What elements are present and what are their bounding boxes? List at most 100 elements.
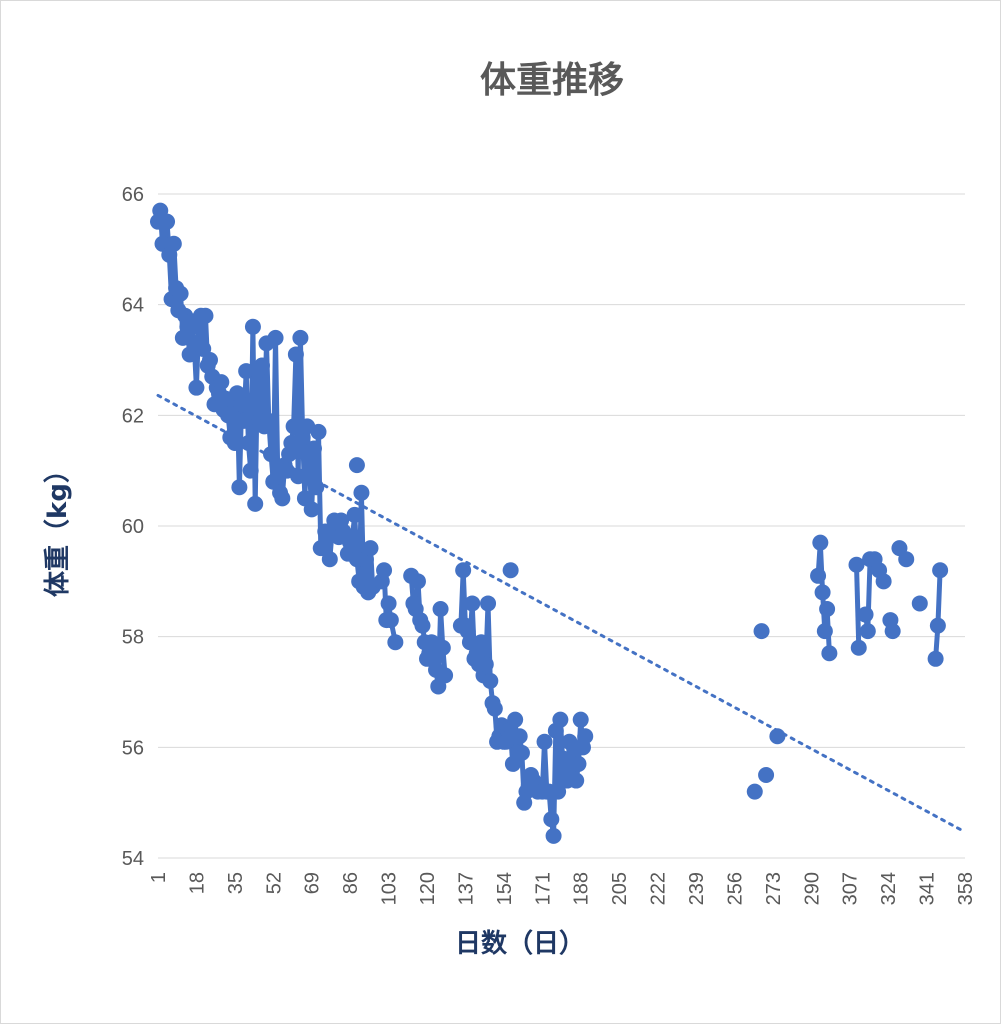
x-tick-label: 154: [494, 872, 516, 905]
x-tick-label: 35: [225, 872, 247, 894]
x-tick-label: 52: [263, 872, 285, 894]
series-line: [933, 570, 943, 659]
data-point: [409, 573, 426, 590]
data-point: [769, 728, 786, 745]
data-point: [437, 667, 454, 684]
data-point: [455, 562, 472, 579]
data-point: [554, 750, 571, 767]
data-point: [346, 506, 363, 523]
data-point: [821, 645, 838, 662]
y-tick-label: 60: [122, 516, 144, 538]
x-tick-label: 137: [455, 872, 477, 905]
data-point: [477, 656, 494, 673]
data-point: [380, 595, 397, 612]
data-point: [511, 728, 528, 745]
data-point: [857, 606, 874, 623]
data-point: [197, 307, 214, 324]
chart-title: 体重推移: [480, 60, 624, 101]
x-tick-label: 222: [648, 872, 670, 905]
data-point: [382, 612, 399, 629]
data-point: [292, 329, 309, 346]
data-point: [344, 529, 361, 546]
y-axis-title: 体重（kg）: [43, 457, 73, 597]
data-point: [480, 595, 497, 612]
data-point: [274, 490, 291, 507]
data-point: [464, 595, 481, 612]
data-point: [507, 711, 524, 728]
data-point: [898, 551, 915, 568]
data-point: [220, 407, 237, 424]
data-point: [550, 783, 567, 800]
data-point: [545, 827, 562, 844]
x-axis-title: 日数（日）: [455, 929, 585, 959]
data-point: [267, 329, 284, 346]
data-point: [244, 318, 261, 335]
data-point: [285, 418, 302, 435]
data-point: [165, 235, 182, 252]
y-tick-label: 66: [122, 184, 144, 206]
data-point: [263, 446, 280, 463]
data-point: [231, 479, 248, 496]
data-point: [240, 435, 257, 451]
data-point: [758, 767, 775, 783]
y-axis-ticks: 54 56 58 60 62 64 66: [122, 184, 144, 870]
data-point: [247, 495, 264, 512]
x-tick-label: 341: [917, 872, 939, 905]
weight-series: [150, 202, 949, 844]
data-point: [812, 534, 829, 551]
x-tick-label: 273: [763, 872, 785, 905]
data-point: [414, 617, 431, 634]
series-line: [854, 564, 862, 648]
y-tick-label: 62: [122, 405, 144, 427]
data-point: [875, 573, 892, 590]
data-point: [238, 363, 255, 380]
data-point: [348, 457, 365, 474]
data-point: [253, 357, 270, 374]
y-tick-label: 64: [122, 295, 144, 317]
x-tick-label: 205: [609, 872, 631, 905]
x-tick-label: 69: [302, 872, 324, 894]
data-point: [434, 639, 451, 656]
data-point: [172, 285, 189, 302]
data-point: [552, 711, 569, 728]
y-tick-label: 58: [122, 627, 144, 649]
data-point: [310, 423, 327, 440]
data-point: [850, 639, 867, 656]
x-tick-label: 188: [571, 872, 593, 905]
data-point: [819, 601, 836, 617]
data-point: [753, 623, 770, 640]
data-point: [287, 346, 304, 363]
data-point: [482, 672, 499, 689]
data-point: [848, 556, 865, 573]
data-point: [305, 440, 322, 457]
x-tick-label: 171: [532, 872, 554, 905]
data-point: [235, 412, 252, 429]
data-point: [159, 213, 176, 230]
data-point: [303, 501, 320, 518]
data-point: [543, 811, 560, 828]
data-point: [321, 551, 338, 568]
data-point: [572, 711, 589, 728]
data-point: [201, 352, 218, 368]
data-point: [884, 623, 901, 640]
data-point: [577, 728, 594, 745]
data-point: [233, 396, 250, 413]
y-tick-label: 56: [122, 737, 144, 759]
data-point: [929, 617, 946, 634]
data-point: [376, 562, 393, 579]
data-point: [353, 484, 370, 501]
data-point: [816, 623, 833, 640]
data-point: [911, 595, 928, 612]
data-point: [473, 634, 490, 651]
data-point: [226, 435, 243, 451]
x-tick-label: 18: [186, 872, 208, 894]
x-tick-label: 103: [379, 872, 401, 905]
data-point: [301, 462, 318, 479]
data-point: [242, 462, 259, 479]
data-point: [486, 700, 503, 717]
x-tick-label: 358: [955, 872, 977, 905]
data-point: [513, 744, 530, 761]
x-tick-label: 239: [686, 872, 708, 905]
